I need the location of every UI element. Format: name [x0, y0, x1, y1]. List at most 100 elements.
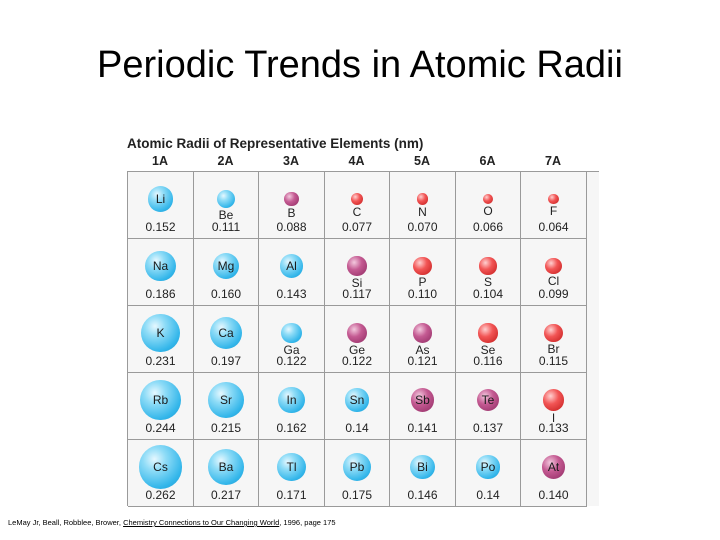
- atom-sphere-sn: Sn: [345, 388, 369, 412]
- element-symbol: I: [551, 410, 556, 425]
- element-cell-sb: Sb 0.141: [390, 373, 456, 440]
- radius-value: 0.152: [145, 220, 176, 234]
- element-cell-in: In 0.162: [259, 373, 325, 440]
- citation-details: , 1996, page 175: [279, 518, 336, 527]
- element-symbol: Si: [351, 275, 363, 290]
- atom-sphere-te: Te: [476, 388, 500, 412]
- radius-value: 0.197: [210, 354, 242, 368]
- atom-sphere-ca: Ca: [209, 316, 243, 350]
- chart-title: Atomic Radii of Representative Elements …: [127, 136, 424, 151]
- element-cell-f: F 0.064: [521, 172, 587, 239]
- element-symbol: Ca: [218, 325, 234, 340]
- group-label-1a: 1A: [152, 154, 168, 168]
- group-label-6a: 6A: [479, 154, 496, 168]
- element-symbol: As: [415, 342, 430, 357]
- element-symbol: In: [286, 392, 297, 407]
- element-cell-at: At 0.140: [521, 440, 587, 507]
- atom-sphere-be: [216, 189, 236, 209]
- atom-sphere-n: [416, 193, 429, 205]
- radius-value: 0.070: [407, 220, 438, 234]
- radius-value: 0.133: [538, 421, 569, 435]
- atom-sphere-pb: Pb: [342, 452, 372, 482]
- element-cell-ga: Ga 0.122: [259, 306, 325, 373]
- element-cell-al: Al 0.143: [259, 239, 325, 306]
- radius-value: 0.104: [472, 287, 504, 301]
- element-symbol: Se: [480, 342, 496, 357]
- element-symbol: Rb: [152, 392, 169, 407]
- element-symbol: Po: [480, 459, 496, 474]
- element-symbol: Te: [481, 392, 495, 407]
- element-cell-tl: Tl 0.171: [259, 440, 325, 507]
- radius-value: 0.162: [276, 421, 307, 435]
- citation: LeMay Jr, Beall, Robblee, Brower, Chemis…: [8, 518, 336, 527]
- element-cell-po: Po 0.14: [456, 440, 521, 507]
- radius-value: 0.143: [276, 287, 307, 301]
- element-symbol: Bi: [417, 459, 428, 474]
- atom-sphere-li: Li: [147, 186, 174, 212]
- element-symbol: Cs: [153, 459, 168, 474]
- atom-sphere-cs: Cs: [138, 445, 183, 489]
- element-cell-sn: Sn 0.14: [325, 373, 390, 440]
- element-symbol: P: [418, 275, 427, 290]
- element-symbol: K: [156, 325, 165, 340]
- radius-value: 0.217: [210, 488, 242, 502]
- element-cell-te: Te 0.137: [456, 373, 521, 440]
- element-cell-na: Na 0.186: [128, 239, 194, 306]
- element-cell-p: P 0.110: [390, 239, 456, 306]
- element-cell-bi: Bi 0.146: [390, 440, 456, 507]
- radius-value: 0.186: [145, 287, 176, 301]
- element-symbol: Li: [155, 191, 166, 206]
- element-cell-rb: Rb 0.244: [128, 373, 194, 440]
- radius-value: 0.122: [276, 354, 307, 368]
- element-symbol: Cl: [547, 274, 560, 289]
- group-label-3a: 3A: [283, 154, 299, 168]
- atom-sphere-al: Al: [279, 254, 304, 278]
- slide-title: Periodic Trends in Atomic Radii: [97, 44, 623, 86]
- atom-sphere-o: [482, 193, 494, 205]
- element-symbol: Be: [218, 208, 234, 223]
- element-symbol: Ga: [283, 343, 300, 358]
- atom-sphere-b: [284, 191, 299, 207]
- element-symbol: Tl: [286, 459, 297, 474]
- atom-sphere-bi: Bi: [410, 454, 435, 480]
- radius-value: 0.137: [472, 421, 504, 435]
- element-symbol: Sr: [220, 392, 232, 407]
- element-symbol: S: [483, 274, 492, 289]
- atom-sphere-p: [413, 256, 432, 276]
- radius-value: 0.215: [210, 421, 242, 435]
- radius-value: 0.117: [342, 287, 372, 301]
- atom-sphere-c: [350, 192, 364, 206]
- element-cell-s: S 0.104: [456, 239, 521, 306]
- atom-sphere-ba: Ba: [208, 449, 244, 485]
- radius-value: 0.141: [407, 421, 438, 435]
- atom-sphere-i: [542, 389, 565, 411]
- element-cell-cs: Cs 0.262: [128, 440, 194, 507]
- element-symbol: Sb: [415, 392, 430, 407]
- element-cell-br: Br 0.115: [521, 306, 587, 373]
- atom-sphere-mg: Mg: [212, 252, 240, 280]
- radius-value: 0.064: [538, 220, 569, 234]
- atomic-radii-grid: Li 0.152 Be 0.111 B 0.088 C 0.077 N 0.070 O 0.066 F 0…: [127, 171, 599, 507]
- radius-value: 0.077: [341, 220, 373, 234]
- element-symbol: At: [547, 459, 560, 474]
- citation-authors: LeMay Jr, Beall, Robblee, Brower,: [8, 518, 124, 527]
- element-symbol: Sn: [349, 392, 365, 407]
- radius-value: 0.116: [473, 354, 503, 368]
- atom-sphere-s: [479, 257, 497, 275]
- radius-value: 0.099: [538, 287, 569, 301]
- radius-value: 0.146: [407, 488, 438, 502]
- atom-sphere-br: [544, 323, 563, 343]
- element-cell-sr: Sr 0.215: [194, 373, 259, 440]
- group-label-4a: 4A: [348, 154, 365, 168]
- radius-value: 0.14: [476, 488, 500, 502]
- atom-sphere-f: [548, 193, 559, 205]
- citation-book-title: Chemistry Connections to Our Changing Wo…: [123, 518, 280, 527]
- atom-sphere-ge: [346, 322, 368, 344]
- atom-sphere-cl: [545, 257, 562, 275]
- element-symbol: Pb: [349, 460, 365, 474]
- atom-sphere-po: Po: [476, 455, 500, 479]
- atom-sphere-k: K: [141, 313, 180, 353]
- element-cell-li: Li 0.152: [128, 172, 194, 239]
- element-cell-ca: Ca 0.197: [194, 306, 259, 373]
- element-cell-as: As 0.121: [390, 306, 456, 373]
